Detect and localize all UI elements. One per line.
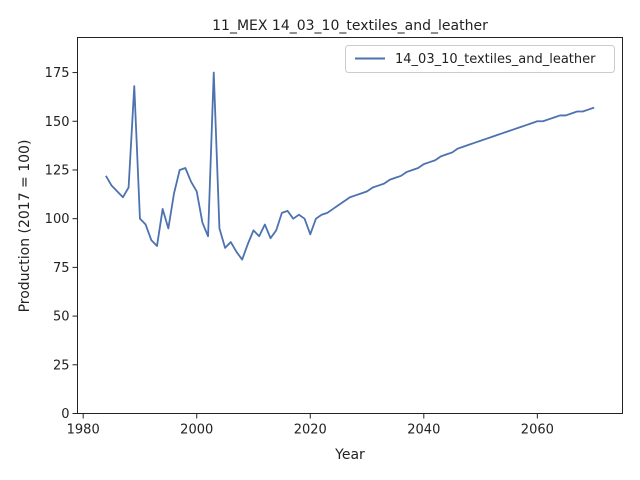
x-tick-label: 2040	[407, 423, 440, 438]
legend-box	[345, 45, 615, 73]
x-axis-label: Year	[334, 447, 365, 463]
y-axis-label: Production (2017 = 100)	[17, 140, 33, 313]
y-axis: 0 25 50 75 100 125 150 175	[45, 66, 78, 422]
legend: 14_03_10_textiles_and_leather	[345, 45, 615, 73]
y-tick-label: 50	[53, 310, 70, 325]
series-layer	[105, 71, 595, 261]
legend-label: 14_03_10_textiles_and_leather	[395, 52, 596, 67]
y-tick-label: 175	[45, 66, 70, 81]
series-line	[105, 71, 595, 261]
y-tick-label: 125	[45, 163, 70, 178]
y-tick-label: 25	[53, 358, 70, 373]
y-tick-label: 150	[45, 115, 70, 130]
y-tick-label: 100	[45, 212, 70, 227]
chart-title: 11_MEX 14_03_10_textiles_and_leather	[212, 18, 488, 34]
x-tick-label: 2000	[180, 423, 213, 438]
x-tick-label: 1980	[67, 423, 100, 438]
x-tick-label: 2060	[521, 423, 554, 438]
x-tick-label: 2020	[294, 423, 327, 438]
plot-frame	[77, 37, 623, 414]
y-tick-label: 0	[61, 407, 69, 422]
y-tick-label: 75	[53, 261, 70, 276]
x-axis: 1980 2000 2020 2040 2060	[67, 413, 554, 438]
